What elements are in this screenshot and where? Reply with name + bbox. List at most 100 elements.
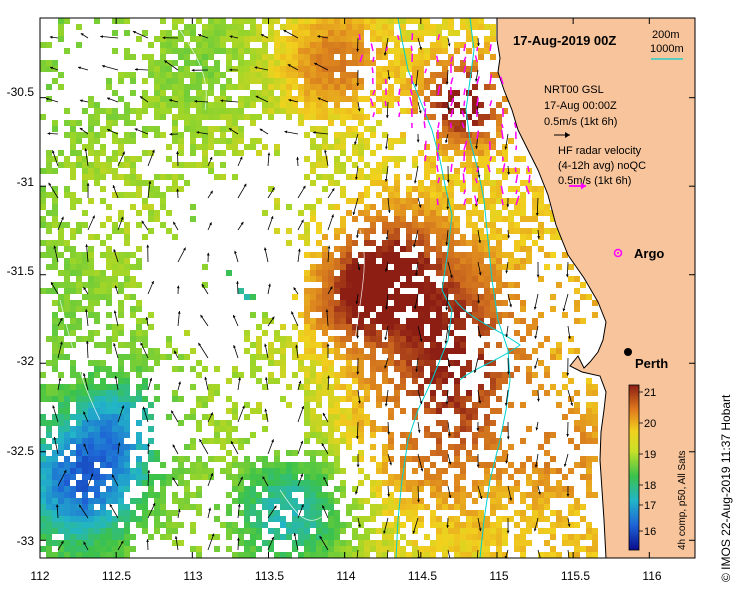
sst-pixel (106, 126, 112, 132)
model-arrowhead (477, 43, 480, 46)
sst-pixel (346, 360, 352, 366)
sst-pixel (94, 168, 100, 174)
sst-pixel (310, 252, 316, 258)
sst-pixel (226, 510, 232, 516)
sst-pixel (190, 144, 196, 150)
sst-pixel (442, 66, 448, 72)
sst-pixel (202, 126, 208, 132)
sst-pixel (340, 522, 346, 528)
sst-pixel (382, 498, 388, 504)
sst-pixel (376, 216, 382, 222)
sst-pixel (46, 456, 52, 462)
sst-pixel (538, 276, 544, 282)
sst-pixel (514, 534, 520, 540)
sst-pixel (370, 258, 376, 264)
model-current-arrow (177, 247, 186, 263)
sst-pixel (238, 72, 244, 78)
sst-pixel (436, 408, 442, 414)
sst-pixel (400, 432, 406, 438)
model-arrowhead (142, 406, 146, 410)
sst-pixel (280, 336, 286, 342)
sst-pixel (304, 270, 310, 276)
sst-pixel (340, 432, 346, 438)
sst-pixel (130, 342, 136, 348)
model-current-arrow (87, 215, 95, 231)
sst-pixel (160, 72, 166, 78)
sst-pixel (232, 30, 238, 36)
hf-radar-arrow (489, 44, 492, 52)
sst-pixel (46, 288, 52, 294)
sst-pixel (58, 384, 64, 390)
sst-pixel (316, 54, 322, 60)
sst-pixel (64, 384, 70, 390)
sst-pixel (394, 384, 400, 390)
sst-pixel (424, 156, 430, 162)
sst-pixel (58, 348, 64, 354)
sst-pixel (322, 318, 328, 324)
sst-pixel (82, 438, 88, 444)
sst-pixel (100, 420, 106, 426)
sst-pixel (196, 462, 202, 468)
sst-pixel (448, 516, 454, 522)
sst-pixel (352, 498, 358, 504)
model-arrowhead (324, 149, 327, 153)
sst-pixel (136, 222, 142, 228)
sst-pixel (124, 396, 130, 402)
sst-pixel (298, 72, 304, 78)
sst-pixel (280, 342, 286, 348)
sst-pixel (484, 426, 490, 432)
sst-pixel (142, 522, 148, 528)
sst-pixel (406, 54, 412, 60)
sst-pixel (94, 360, 100, 366)
model-arrowhead (505, 270, 509, 274)
sst-pixel (244, 78, 250, 84)
sst-pixel (574, 276, 580, 282)
sst-pixel (532, 510, 538, 516)
sst-pixel (406, 324, 412, 330)
sst-pixel (292, 516, 298, 522)
sst-pixel (334, 510, 340, 516)
sst-pixel (454, 348, 460, 354)
sst-pixel (400, 84, 406, 90)
sst-pixel (88, 270, 94, 276)
sst-pixel (40, 486, 46, 492)
sst-pixel (304, 174, 310, 180)
sst-pixel (262, 468, 268, 474)
sst-pixel (346, 552, 352, 558)
sst-pixel (394, 72, 400, 78)
sst-pixel (388, 60, 394, 66)
sst-pixel (94, 474, 100, 480)
sst-pixel (352, 342, 358, 348)
sst-pixel (460, 240, 466, 246)
sst-pixel (124, 258, 130, 264)
sst-pixel (286, 84, 292, 90)
hf-radar-arrow (409, 89, 413, 96)
sst-pixel (448, 330, 454, 336)
sst-pixel (574, 402, 580, 408)
sst-pixel (118, 462, 124, 468)
sst-pixel (472, 552, 478, 558)
sst-pixel (52, 540, 58, 546)
model-arrowhead (419, 401, 423, 404)
sst-pixel (118, 534, 124, 540)
sst-pixel (208, 534, 214, 540)
sst-pixel (466, 162, 472, 168)
sst-pixel (460, 372, 466, 378)
model-current-arrow (147, 180, 151, 199)
sst-pixel (574, 420, 580, 426)
sst-pixel (238, 132, 244, 138)
sst-pixel (394, 486, 400, 492)
sst-pixel (592, 432, 598, 438)
sst-pixel (82, 384, 88, 390)
sst-pixel (430, 450, 436, 456)
sst-pixel (316, 342, 322, 348)
sst-pixel (310, 474, 316, 480)
model-arrowhead (414, 84, 418, 87)
sst-pixel (388, 492, 394, 498)
sst-pixel (520, 240, 526, 246)
sst-pixel (508, 444, 514, 450)
sst-pixel (202, 138, 208, 144)
sst-pixel (340, 78, 346, 84)
sst-pixel (394, 306, 400, 312)
sst-pixel (376, 246, 382, 252)
